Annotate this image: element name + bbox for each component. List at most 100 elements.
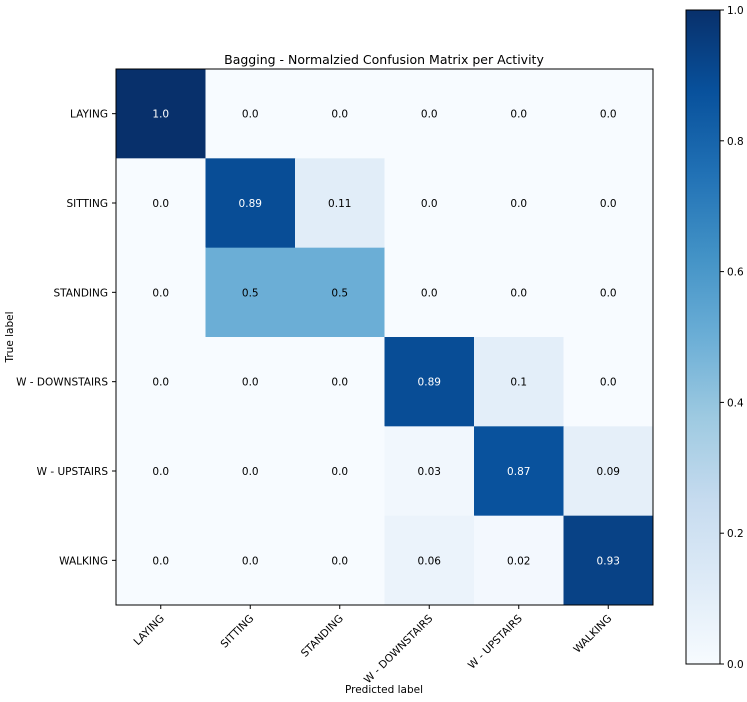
cell-value-label: 0.0 bbox=[331, 466, 348, 478]
y-tick-label: STANDING bbox=[54, 287, 108, 299]
cell-value-label: 0.1 bbox=[510, 377, 527, 389]
heatmap-cell bbox=[205, 158, 296, 249]
cell-value-label: 0.0 bbox=[331, 109, 348, 121]
cell-value-label: 0.5 bbox=[331, 287, 348, 299]
heatmap-cell bbox=[563, 69, 654, 159]
cell-value-label: 0.0 bbox=[152, 287, 169, 299]
x-tick-label: WALKING bbox=[571, 613, 614, 656]
x-tick-label: W - DOWNSTAIRS bbox=[362, 612, 436, 686]
heatmap-cell bbox=[474, 69, 564, 159]
colorbar-tick-label: 1.0 bbox=[727, 5, 744, 17]
y-axis-label: True label bbox=[4, 311, 16, 363]
cell-value-label: 0.5 bbox=[242, 287, 259, 299]
cell-value-label: 0.0 bbox=[242, 466, 259, 478]
heatmap-cell bbox=[295, 337, 385, 427]
colorbar-tick-label: 0.4 bbox=[727, 397, 744, 409]
heatmap-cell bbox=[563, 515, 654, 606]
heatmap-cell bbox=[384, 158, 475, 249]
cell-value-label: 0.0 bbox=[152, 555, 169, 567]
heatmap-cell bbox=[116, 158, 206, 249]
heatmap-cell bbox=[563, 426, 654, 517]
y-tick-label: LAYING bbox=[70, 109, 108, 121]
y-tick-label: W - UPSTAIRS bbox=[37, 466, 109, 478]
heatmap-cell bbox=[563, 247, 654, 338]
colorbar-tick-label: 0.8 bbox=[727, 136, 744, 148]
heatmap-cell bbox=[205, 337, 296, 427]
cell-value-label: 0.0 bbox=[421, 287, 438, 299]
y-axis-ticks: LAYING SITTING STANDING W - DOWNSTAIRS W - U… bbox=[16, 109, 116, 567]
heatmap-cell bbox=[474, 515, 564, 606]
cell-value-label: 0.0 bbox=[152, 198, 169, 210]
chart-title: Bagging - Normalzied Confusion Matrix pe… bbox=[224, 52, 544, 67]
x-axis-label: Predicted label bbox=[345, 684, 423, 696]
cell-value-label: 0.06 bbox=[418, 555, 442, 567]
cell-value-label: 0.0 bbox=[600, 109, 617, 121]
cell-value-label: 0.11 bbox=[328, 198, 351, 210]
heatmap-cells bbox=[116, 69, 654, 606]
colorbar-tick-label: 0.2 bbox=[727, 528, 744, 540]
colorbar bbox=[685, 9, 721, 665]
cell-value-label: 0.89 bbox=[418, 377, 441, 389]
cell-value-label: 0.0 bbox=[331, 555, 348, 567]
heatmap-cell bbox=[474, 158, 564, 249]
y-tick-label: SITTING bbox=[67, 198, 109, 210]
cell-value-label: 1.0 bbox=[152, 109, 169, 121]
x-tick-label: LAYING bbox=[132, 613, 167, 648]
x-tick-label: SITTING bbox=[219, 613, 257, 651]
colorbar-tick-label: 0.6 bbox=[727, 267, 744, 279]
cell-value-label: 0.0 bbox=[510, 109, 527, 121]
plot-frame bbox=[115, 68, 654, 606]
cell-value-label: 0.09 bbox=[597, 466, 620, 478]
heatmap-cell bbox=[295, 69, 385, 159]
heatmap-cell bbox=[205, 426, 296, 517]
heatmap-cell bbox=[295, 426, 385, 517]
cell-value-label: 0.0 bbox=[152, 377, 169, 389]
cell-value-label: 0.0 bbox=[421, 109, 438, 121]
heatmap-cell bbox=[474, 247, 564, 338]
heatmap-cell bbox=[116, 426, 206, 517]
cell-value-label: 0.0 bbox=[510, 287, 527, 299]
heatmap-cell bbox=[384, 247, 475, 338]
heatmap-cell bbox=[116, 69, 206, 159]
cell-value-label: 0.0 bbox=[510, 198, 527, 210]
heatmap-cell bbox=[116, 247, 206, 338]
x-tick-label: STANDING bbox=[299, 613, 346, 660]
heatmap-cell bbox=[205, 247, 296, 338]
heatmap-cell bbox=[116, 515, 206, 606]
cell-value-label: 0.0 bbox=[600, 377, 617, 389]
cell-value-label: 0.0 bbox=[152, 466, 169, 478]
cell-value-label: 0.03 bbox=[418, 466, 441, 478]
heatmap-cell bbox=[384, 515, 475, 606]
heatmap-cell bbox=[474, 426, 564, 517]
colorbar-ticks: 0.0 0.2 0.4 0.6 0.8 1.0 bbox=[720, 5, 744, 671]
heatmap-cell bbox=[295, 247, 385, 338]
colorbar-tick-label: 0.0 bbox=[727, 659, 744, 671]
heatmap-cell bbox=[384, 69, 475, 159]
heatmap-cell bbox=[295, 515, 385, 606]
cell-value-label: 0.89 bbox=[239, 198, 262, 210]
heatmap-cell bbox=[474, 337, 564, 427]
y-tick-label: WALKING bbox=[59, 555, 108, 567]
x-tick-label: W - UPSTAIRS bbox=[466, 612, 525, 671]
cell-value-label: 0.0 bbox=[421, 198, 438, 210]
y-tick-label: W - DOWNSTAIRS bbox=[16, 377, 108, 389]
heatmap-cell bbox=[384, 426, 475, 517]
heatmap-cell bbox=[205, 515, 296, 606]
heatmap-cell bbox=[563, 337, 654, 427]
cell-value-label: 0.0 bbox=[331, 377, 348, 389]
cell-value-label: 0.0 bbox=[242, 109, 259, 121]
cell-value-label: 0.0 bbox=[242, 555, 259, 567]
cell-value-label: 0.0 bbox=[600, 198, 617, 210]
cell-value-label: 0.0 bbox=[600, 287, 617, 299]
cell-value-label: 0.87 bbox=[507, 466, 530, 478]
cell-value-label: 0.93 bbox=[597, 555, 620, 567]
heatmap-cell bbox=[384, 337, 475, 427]
cell-value-label: 0.0 bbox=[242, 377, 259, 389]
cell-value-label: 0.02 bbox=[507, 555, 530, 567]
heatmap-cell bbox=[116, 337, 206, 427]
heatmap-cell bbox=[563, 158, 654, 249]
heatmap-cell bbox=[295, 158, 385, 249]
x-axis-ticks: LAYING SITTING STANDING W - DOWNSTAIRS W - U… bbox=[132, 605, 614, 686]
heatmap-cell-labels: 1.0 0.0 0.0 0.0 0.0 0.0 0.0 0.89 0.11 0.0 0.0 0.0 0.… bbox=[152, 109, 620, 568]
